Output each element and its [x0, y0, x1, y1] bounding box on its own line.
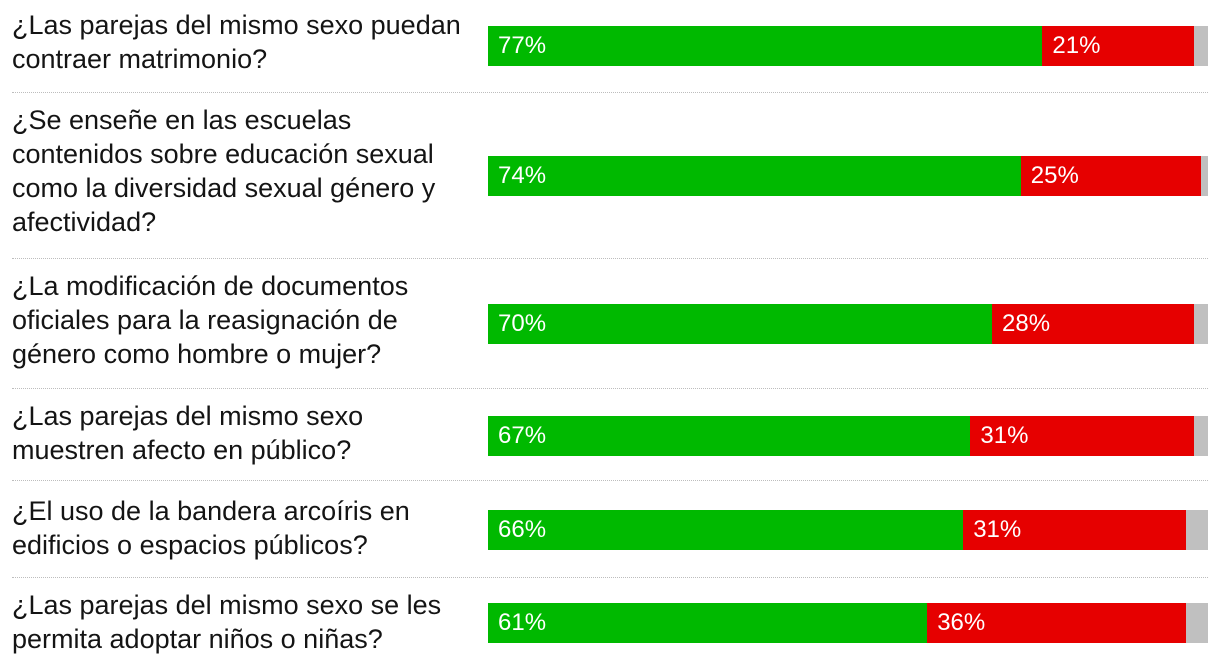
bar-segment-no: 21%: [1042, 26, 1194, 66]
data-label-yes: 61%: [498, 609, 547, 636]
stacked-bar: 74% 25%: [488, 156, 1208, 196]
stacked-bar: 77% 21%: [488, 26, 1208, 66]
bar-segment-no: 28%: [992, 304, 1194, 344]
data-label-no: 25%: [1030, 162, 1079, 189]
data-label-yes: 74%: [498, 162, 547, 189]
bar-segment-yes: 66%: [488, 510, 964, 550]
data-label-yes: 77%: [498, 32, 547, 59]
question-label: ¿Las parejas del mismo sexo se les permi…: [12, 590, 442, 654]
stacked-bar: 70% 28%: [488, 304, 1208, 344]
data-label-no: 31%: [973, 516, 1022, 543]
bar-segment-other: [1186, 510, 1208, 550]
data-label-no: 21%: [1052, 32, 1101, 59]
bar-segment-no: 25%: [1020, 156, 1201, 196]
row-divider: [12, 577, 1208, 578]
bar-segment-yes: 67%: [488, 416, 971, 456]
row-divider: [12, 388, 1208, 389]
data-label-yes: 66%: [498, 516, 547, 543]
data-label-no: 36%: [937, 609, 986, 636]
bar-segment-yes: 74%: [488, 156, 1021, 196]
bar-segment-other: [1200, 156, 1208, 196]
bar-segment-other: [1193, 26, 1208, 66]
bar-segment-no: 36%: [927, 603, 1187, 643]
stacked-bar: 61% 36%: [488, 603, 1208, 643]
data-label-yes: 70%: [498, 310, 547, 337]
row-divider: [12, 92, 1208, 93]
stacked-bar: 66% 31%: [488, 510, 1208, 550]
row-divider: [12, 258, 1208, 259]
bar-segment-no: 31%: [970, 416, 1194, 456]
question-label: ¿La modificación de documentos oficiales…: [12, 271, 409, 369]
bar-segment-no: 31%: [963, 510, 1187, 550]
bar-segment-yes: 61%: [488, 603, 928, 643]
bar-segment-other: [1193, 304, 1208, 344]
stacked-bar: 67% 31%: [488, 416, 1208, 456]
bar-segment-yes: 70%: [488, 304, 992, 344]
bar-segment-other: [1193, 416, 1208, 456]
question-label: ¿Se enseñe en las escuelas contenidos so…: [12, 105, 436, 237]
row-divider: [12, 480, 1208, 481]
data-label-no: 31%: [980, 422, 1029, 449]
data-label-yes: 67%: [498, 422, 547, 449]
bar-segment-yes: 77%: [488, 26, 1043, 66]
question-label: ¿El uso de la bandera arcoíris en edific…: [12, 496, 410, 560]
data-label-no: 28%: [1002, 310, 1051, 337]
question-label: ¿Las parejas del mismo sexo puedan contr…: [12, 10, 461, 74]
question-label: ¿Las parejas del mismo sexo muestren afe…: [12, 401, 364, 465]
bar-segment-other: [1186, 603, 1208, 643]
